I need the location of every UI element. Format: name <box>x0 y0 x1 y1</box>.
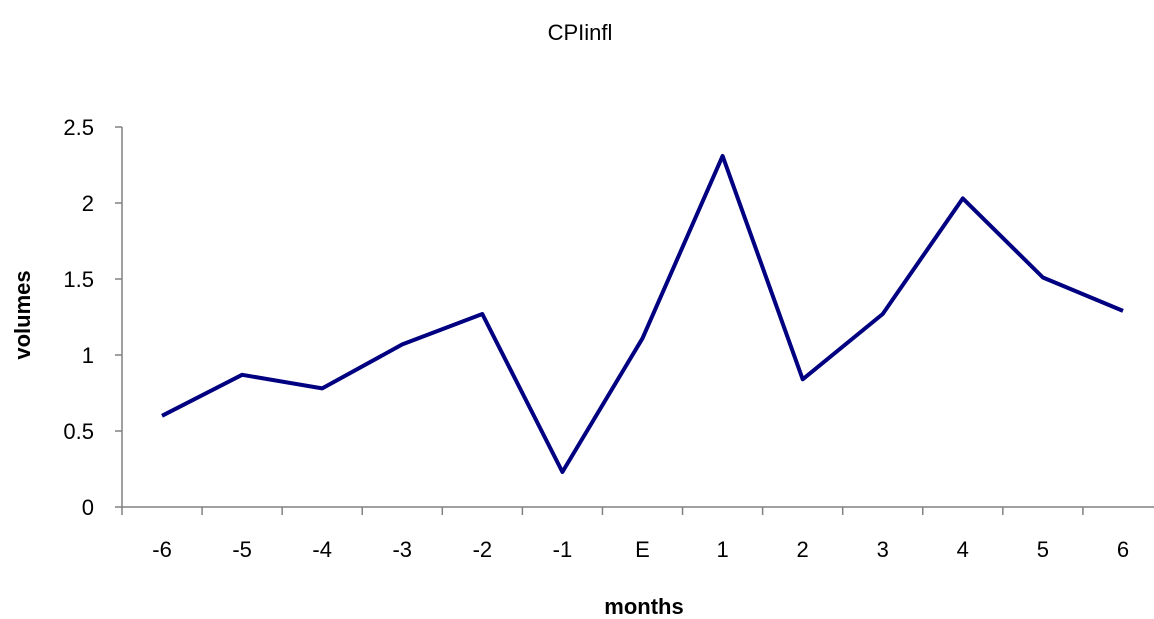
y-tick-label: 0 <box>82 495 94 520</box>
x-tick-label: -2 <box>473 537 493 562</box>
y-axis-title: volumes <box>10 270 35 359</box>
x-axis-title: months <box>604 594 683 619</box>
series-group <box>161 153 1124 474</box>
x-tick-label: -4 <box>312 537 332 562</box>
y-tick-label: 2 <box>82 191 94 216</box>
x-tick-label: -1 <box>553 537 573 562</box>
y-tick-label: 2.5 <box>63 115 94 140</box>
x-tick-label: 6 <box>1117 537 1129 562</box>
y-tick-label: 1.5 <box>63 267 94 292</box>
x-tick-label: 5 <box>1037 537 1049 562</box>
x-tick-label: -5 <box>232 537 252 562</box>
y-tick-label: 1 <box>82 343 94 368</box>
x-tick-label: -3 <box>392 537 412 562</box>
y-tick-label: 0.5 <box>63 419 94 444</box>
x-tick-label: E <box>635 537 650 562</box>
y-axis: 0 0.5 1 1.5 2 2.5 <box>63 115 122 520</box>
x-tick-label: 1 <box>716 537 728 562</box>
x-tick-label: 3 <box>877 537 889 562</box>
x-tick-label: -6 <box>152 537 172 562</box>
chart-title: CPIinfl <box>548 20 613 45</box>
x-tick-label: 2 <box>797 537 809 562</box>
x-tick-label: 4 <box>957 537 969 562</box>
series-line <box>161 153 1124 474</box>
x-axis: -6 -5 -4 -3 -2 -1 E 1 2 3 4 5 6 <box>121 507 1129 562</box>
